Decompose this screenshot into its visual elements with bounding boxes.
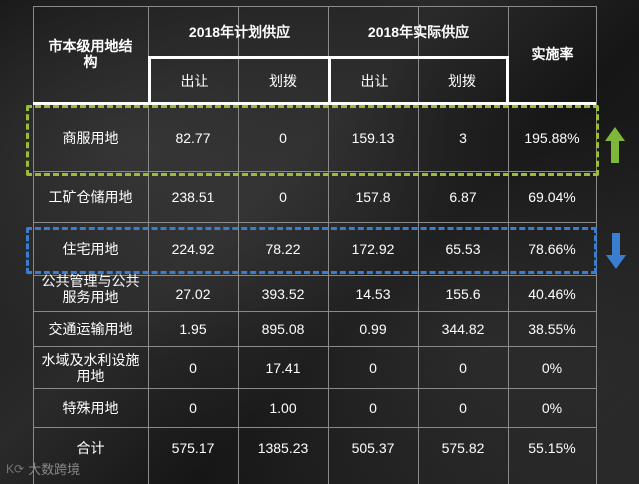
- grid-line: [33, 222, 596, 223]
- cell-rate: 195.88%: [524, 130, 580, 146]
- cell-rate: 78.66%: [528, 241, 576, 257]
- grid-line: [33, 388, 596, 389]
- cell-plan-alloc: 17.41: [265, 359, 301, 376]
- cell-rate: 0%: [541, 400, 563, 416]
- cell-plan-alloc: 895.08: [261, 321, 305, 337]
- cell-plan-sell: 0: [189, 359, 197, 376]
- cell-actual-alloc: 65.53: [445, 241, 481, 257]
- cell-plan-alloc: 393.52: [261, 285, 305, 302]
- cell-plan-alloc: 1.00: [269, 400, 297, 416]
- cell-plan-sell: 575.17: [171, 440, 215, 456]
- row-label: 商服用地: [62, 130, 119, 146]
- cell-actual-alloc: 0: [459, 359, 467, 376]
- cell-rate: 38.55%: [528, 321, 576, 337]
- header-border: [148, 56, 151, 104]
- subheader-actual-alloc: 划拨: [448, 72, 476, 89]
- cell-plan-alloc: 78.22: [265, 241, 301, 257]
- watermark: K⟳ 大数跨境: [6, 459, 80, 478]
- cell-actual-sell: 172.92: [351, 241, 395, 257]
- cell-actual-alloc: 344.82: [441, 321, 485, 337]
- highlight-residential-row: [26, 227, 597, 274]
- cell-actual-alloc: 6.87: [449, 189, 477, 205]
- header-actual-supply: 2018年实际供应: [367, 24, 470, 40]
- cell-actual-alloc: 3: [459, 130, 467, 146]
- cell-plan-alloc: 0: [279, 189, 287, 205]
- cell-plan-sell: 0: [189, 400, 197, 416]
- cell-actual-alloc: 0: [459, 400, 467, 416]
- grid-line: [33, 275, 596, 276]
- subheader-plan-sell: 出让: [180, 72, 209, 89]
- subheader-plan-alloc: 划拨: [269, 72, 297, 89]
- row-label: 工矿仓储用地: [48, 189, 133, 205]
- cell-plan-sell: 238.51: [171, 189, 215, 205]
- row-label: 交通运输用地: [48, 321, 133, 337]
- cell-actual-sell: 159.13: [351, 130, 395, 146]
- arrow-down-icon: [606, 233, 626, 269]
- cell-plan-alloc: 1385.23: [257, 440, 309, 456]
- grid-line: [238, 6, 239, 484]
- grid-line: [148, 6, 149, 484]
- cell-plan-sell: 27.02: [175, 285, 211, 302]
- header-border: [328, 56, 331, 104]
- header-border: [33, 102, 596, 105]
- grid-line: [508, 6, 509, 484]
- cell-rate: 69.04%: [528, 189, 576, 205]
- cell-plan-sell: 82.77: [175, 130, 211, 146]
- grid-line: [33, 427, 596, 428]
- row-label: 住宅用地: [62, 241, 119, 257]
- watermark-text: 大数跨境: [28, 462, 81, 477]
- cell-actual-sell: 14.53: [355, 285, 391, 302]
- arrow-up-icon: [605, 127, 625, 163]
- cell-actual-alloc: 575.82: [441, 440, 485, 456]
- cell-actual-sell: 505.37: [351, 440, 395, 456]
- highlight-commercial-row: [26, 105, 599, 176]
- cell-plan-sell: 224.92: [171, 241, 215, 257]
- subheader-actual-sell: 出让: [360, 72, 389, 89]
- header-border: [506, 56, 509, 104]
- grid-line: [328, 6, 329, 484]
- cell-rate: 55.15%: [528, 440, 576, 456]
- cell-actual-sell: 157.8: [355, 189, 391, 205]
- header-structure: 市本级用地结构: [48, 38, 133, 70]
- cell-rate: 0%: [541, 359, 563, 376]
- grid-line: [33, 311, 596, 312]
- grid-line: [33, 346, 596, 347]
- header-plan-supply: 2018年计划供应: [188, 24, 291, 40]
- cell-actual-alloc: 155.6: [445, 285, 481, 302]
- cell-plan-alloc: 0: [279, 130, 287, 146]
- cell-actual-sell: 0: [369, 359, 377, 376]
- cell-actual-sell: 0: [369, 400, 377, 416]
- row-label-total: 合计: [76, 440, 105, 456]
- cell-actual-sell: 0.99: [359, 321, 387, 337]
- watermark-logo-icon: K⟳: [6, 461, 25, 476]
- cell-rate: 40.46%: [528, 285, 576, 302]
- grid-line: [33, 6, 34, 484]
- row-label: 水域及水利设施用地: [41, 351, 140, 384]
- header-rate: 实施率: [531, 46, 574, 62]
- grid-line: [33, 6, 596, 7]
- grid-line: [418, 6, 419, 484]
- row-label: 特殊用地: [62, 400, 119, 416]
- cell-plan-sell: 1.95: [179, 321, 207, 337]
- grid-line: [33, 171, 596, 172]
- row-label: 公共管理与公共服务用地: [41, 272, 140, 305]
